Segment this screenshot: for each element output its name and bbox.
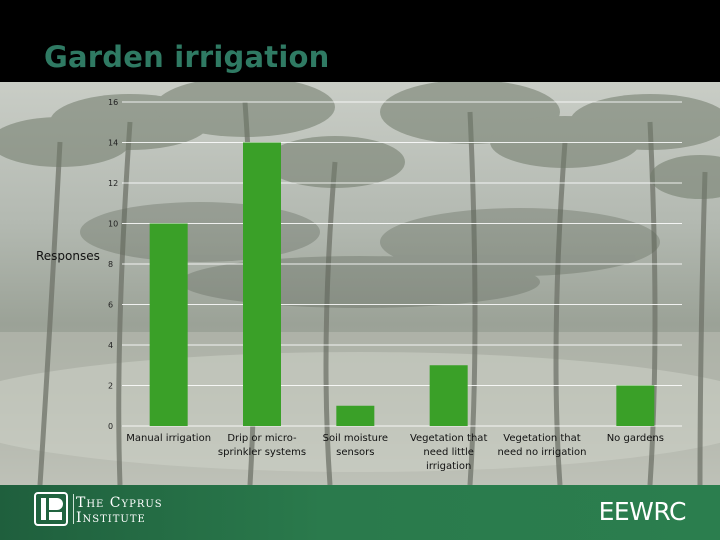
institution-name: The Cyprus Institute bbox=[76, 496, 163, 526]
institution-name-line2: Institute bbox=[76, 510, 146, 526]
x-category-label: Soil moisture sensors bbox=[323, 433, 388, 458]
y-tick-label: 16 bbox=[108, 98, 118, 107]
palm-trees-illustration bbox=[0, 82, 720, 485]
x-category-label: Drip or micro-sprinkler systems bbox=[218, 433, 306, 458]
title-band bbox=[0, 0, 720, 82]
palm-grove-background-photo bbox=[0, 82, 720, 485]
y-tick-label: 8 bbox=[108, 260, 113, 269]
slide-title: Garden irrigation bbox=[44, 40, 330, 74]
logo-divider bbox=[73, 494, 74, 524]
x-category-label: Manual irrigation bbox=[126, 433, 211, 444]
y-tick-label: 4 bbox=[108, 341, 113, 350]
bar bbox=[429, 365, 468, 426]
y-tick-label: 2 bbox=[108, 382, 113, 391]
bar bbox=[336, 405, 375, 426]
bar bbox=[243, 142, 281, 426]
y-tick-label: 12 bbox=[108, 179, 118, 188]
institution-name-line1: The Cyprus bbox=[76, 495, 163, 511]
y-tick-label: 10 bbox=[108, 220, 118, 229]
footer-band bbox=[0, 485, 720, 540]
y-tick-label: 6 bbox=[108, 301, 113, 310]
eewrc-brand: EEWRC bbox=[598, 497, 687, 526]
x-category-label: No gardens bbox=[607, 433, 664, 444]
bar bbox=[149, 223, 188, 426]
bar bbox=[616, 385, 655, 426]
bar-chart: 0 2 4 6 8 10 12 14 16 Manual irrigation Drip or m… bbox=[108, 98, 682, 472]
x-category-label: Vegetation that need no irrigation bbox=[497, 433, 586, 458]
y-tick-label: 0 bbox=[108, 422, 113, 431]
cyprus-institute-logo-icon bbox=[34, 492, 68, 526]
y-axis-title: Responses bbox=[36, 249, 100, 263]
x-category-label: Vegetation that need little irrigation bbox=[410, 433, 487, 472]
y-tick-label: 14 bbox=[108, 139, 118, 148]
